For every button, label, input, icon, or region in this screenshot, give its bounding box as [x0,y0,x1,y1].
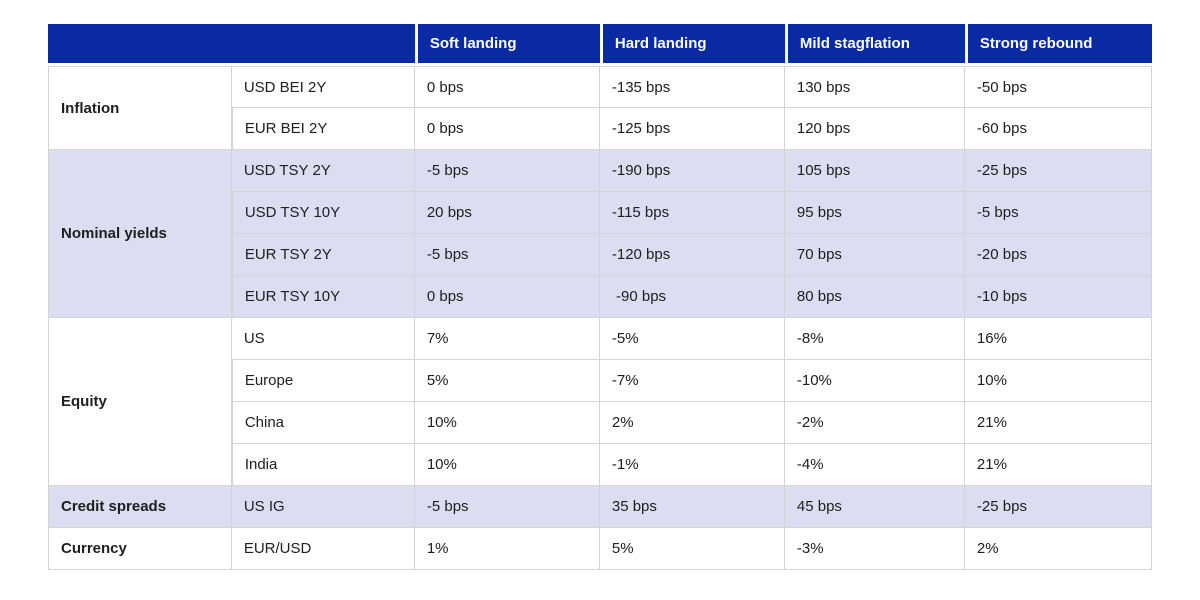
value-cell: 2% [599,402,785,444]
table-row: EUR TSY 10Y 0 bps -90 bps 80 bps -10 bps [48,276,1152,318]
value-cell: -50 bps [964,66,1152,108]
table-body: Inflation USD BEI 2Y 0 bps -135 bps 130 … [48,66,1152,570]
value-cell: 45 bps [784,486,965,528]
category-cell: Credit spreads [48,486,232,528]
value-cell: 130 bps [784,66,965,108]
instrument-cell: Europe [231,360,415,402]
value-cell: 2% [964,528,1152,570]
value-cell: 0 bps [414,108,600,150]
value-cell: -4% [784,444,965,486]
instrument-cell: USD TSY 10Y [231,192,415,234]
value-cell: 21% [964,402,1152,444]
category-cell: Currency [48,528,232,570]
value-cell: 1% [414,528,600,570]
value-cell: 20 bps [414,192,600,234]
table-row: China 10% 2% -2% 21% [48,402,1152,444]
instrument-cell: EUR BEI 2Y [231,108,415,150]
value-cell: 0 bps [414,276,600,318]
value-cell: 16% [964,318,1152,360]
corner-cell [48,24,415,66]
instrument-cell: US IG [231,486,415,528]
value-cell: 105 bps [784,150,965,192]
scenario-table-container: Soft landing Hard landing Mild stagflati… [48,24,1152,570]
instrument-cell: EUR TSY 10Y [231,276,415,318]
table-row: Europe 5% -7% -10% 10% [48,360,1152,402]
value-cell: -125 bps [599,108,785,150]
instrument-cell: USD TSY 2Y [231,150,415,192]
scenario-impact-table: Soft landing Hard landing Mild stagflati… [48,24,1152,570]
value-cell: -135 bps [599,66,785,108]
instrument-cell: EUR/USD [231,528,415,570]
table-row: Credit spreads US IG -5 bps 35 bps 45 bp… [48,486,1152,528]
value-cell: -25 bps [964,486,1152,528]
instrument-cell: USD BEI 2Y [231,66,415,108]
value-cell: 10% [414,402,600,444]
value-cell: 35 bps [599,486,785,528]
category-cell: Equity [48,318,232,486]
value-cell: 70 bps [784,234,965,276]
value-cell: 5% [599,528,785,570]
header-row: Soft landing Hard landing Mild stagflati… [48,24,1152,66]
value-cell: -60 bps [964,108,1152,150]
value-cell: -8% [784,318,965,360]
value-cell: 120 bps [784,108,965,150]
value-cell: -115 bps [599,192,785,234]
value-cell: -10 bps [964,276,1152,318]
value-cell: -1% [599,444,785,486]
value-cell: -5% [599,318,785,360]
value-cell: -25 bps [964,150,1152,192]
table-row: EUR TSY 2Y -5 bps -120 bps 70 bps -20 bp… [48,234,1152,276]
table-row: Currency EUR/USD 1% 5% -3% 2% [48,528,1152,570]
column-header-soft-landing: Soft landing [414,24,600,66]
value-cell: 10% [414,444,600,486]
value-cell: -2% [784,402,965,444]
value-cell: -5 bps [414,150,600,192]
table-row: Inflation USD BEI 2Y 0 bps -135 bps 130 … [48,66,1152,150]
column-header-mild-stagflation: Mild stagflation [784,24,965,66]
table-row: USD TSY 10Y 20 bps -115 bps 95 bps -5 bp… [48,192,1152,234]
value-cell: 0 bps [414,66,600,108]
table-row: Equity US 7% -5% -8% 16% [48,318,1152,486]
instrument-cell: India [231,444,415,486]
value-cell: -90 bps [599,276,785,318]
value-cell: 95 bps [784,192,965,234]
column-header-hard-landing: Hard landing [599,24,785,66]
instrument-cell: China [231,402,415,444]
column-header-strong-rebound: Strong rebound [964,24,1152,66]
table-row: EUR BEI 2Y 0 bps -125 bps 120 bps -60 bp… [48,108,1152,150]
value-cell: 80 bps [784,276,965,318]
value-cell: -5 bps [414,234,600,276]
instrument-cell: US [231,318,415,360]
table-row: India 10% -1% -4% 21% [48,444,1152,486]
value-cell: -120 bps [599,234,785,276]
value-cell: 7% [414,318,600,360]
value-cell: -190 bps [599,150,785,192]
value-cell: -7% [599,360,785,402]
value-cell: -5 bps [964,192,1152,234]
value-cell: 10% [964,360,1152,402]
category-cell: Inflation [48,66,232,150]
value-cell: -10% [784,360,965,402]
value-cell: -5 bps [414,486,600,528]
value-cell: 21% [964,444,1152,486]
instrument-cell: EUR TSY 2Y [231,234,415,276]
category-cell: Nominal yields [48,150,232,318]
table-row: Nominal yields USD TSY 2Y -5 bps -190 bp… [48,150,1152,318]
value-cell: -20 bps [964,234,1152,276]
value-cell: -3% [784,528,965,570]
value-cell: 5% [414,360,600,402]
